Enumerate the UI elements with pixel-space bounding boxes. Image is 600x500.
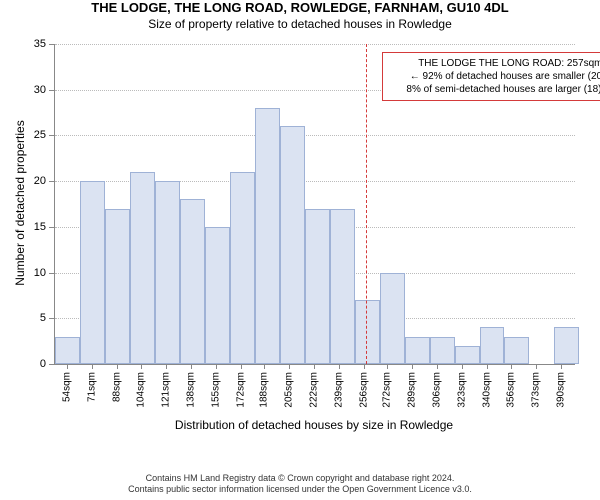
- x-tick-label: 88sqm: [112, 372, 123, 402]
- x-tick-mark: [141, 364, 142, 369]
- histogram-bar: [205, 227, 230, 364]
- x-tick-label: 172sqm: [235, 372, 246, 408]
- x-tick-label: 373sqm: [530, 372, 541, 408]
- x-tick-mark: [437, 364, 438, 369]
- y-tick-mark: [49, 181, 54, 182]
- x-tick-label: 272sqm: [382, 372, 393, 408]
- x-tick-mark: [241, 364, 242, 369]
- histogram-bar: [305, 209, 330, 364]
- reference-line: [366, 44, 367, 364]
- x-tick-mark: [264, 364, 265, 369]
- histogram-bar: [255, 108, 280, 364]
- histogram-bar: [280, 126, 305, 364]
- x-tick-mark: [364, 364, 365, 369]
- footer-line-2: Contains public sector information licen…: [0, 484, 600, 496]
- x-tick-label: 340sqm: [482, 372, 493, 408]
- x-tick-mark: [561, 364, 562, 369]
- x-tick-mark: [511, 364, 512, 369]
- gridline: [55, 44, 575, 45]
- y-tick-mark: [49, 318, 54, 319]
- histogram-bar: [230, 172, 255, 364]
- annotation-line: THE LODGE THE LONG ROAD: 257sqm: [389, 57, 600, 70]
- x-tick-label: 239sqm: [333, 372, 344, 408]
- histogram-bar: [504, 337, 529, 364]
- x-tick-label: 306sqm: [432, 372, 443, 408]
- x-tick-label: 256sqm: [358, 372, 369, 408]
- x-tick-label: 104sqm: [135, 372, 146, 408]
- x-tick-label: 222sqm: [309, 372, 320, 408]
- chart-container: THE LODGE THE LONG ROAD: 257sqm← 92% of …: [0, 38, 600, 433]
- chart-title-sub: Size of property relative to detached ho…: [0, 17, 600, 31]
- x-tick-label: 121sqm: [160, 372, 171, 408]
- histogram-bar: [554, 327, 579, 364]
- histogram-bar: [180, 199, 205, 364]
- x-tick-mark: [67, 364, 68, 369]
- x-tick-mark: [92, 364, 93, 369]
- annotation-line: ← 92% of detached houses are smaller (20…: [389, 70, 600, 83]
- x-tick-label: 54sqm: [62, 372, 73, 402]
- histogram-bar: [55, 337, 80, 364]
- x-tick-label: 205sqm: [284, 372, 295, 408]
- y-tick-mark: [49, 90, 54, 91]
- footer-attribution: Contains HM Land Registry data © Crown c…: [0, 473, 600, 496]
- annotation-line: 8% of semi-detached houses are larger (1…: [389, 83, 600, 96]
- x-axis-label: Distribution of detached houses by size …: [54, 418, 574, 432]
- histogram-bar: [455, 346, 480, 364]
- x-tick-label: 71sqm: [87, 372, 98, 402]
- histogram-bar: [430, 337, 455, 364]
- x-tick-label: 188sqm: [259, 372, 270, 408]
- histogram-bar: [380, 273, 405, 364]
- histogram-bar: [155, 181, 180, 364]
- histogram-bar: [330, 209, 355, 364]
- x-tick-mark: [289, 364, 290, 369]
- x-tick-mark: [387, 364, 388, 369]
- x-tick-label: 289sqm: [407, 372, 418, 408]
- x-tick-mark: [536, 364, 537, 369]
- histogram-bar: [405, 337, 430, 364]
- x-tick-mark: [487, 364, 488, 369]
- x-tick-label: 390sqm: [555, 372, 566, 408]
- x-tick-mark: [314, 364, 315, 369]
- y-tick-mark: [49, 364, 54, 365]
- x-tick-mark: [117, 364, 118, 369]
- histogram-bar: [80, 181, 105, 364]
- y-axis-label: Number of detached properties: [13, 43, 27, 363]
- chart-title-main: THE LODGE, THE LONG ROAD, ROWLEDGE, FARN…: [0, 0, 600, 15]
- y-tick-mark: [49, 227, 54, 228]
- x-tick-mark: [412, 364, 413, 369]
- annotation-box: THE LODGE THE LONG ROAD: 257sqm← 92% of …: [382, 52, 600, 101]
- x-tick-label: 356sqm: [505, 372, 516, 408]
- x-tick-label: 155sqm: [210, 372, 221, 408]
- x-tick-mark: [166, 364, 167, 369]
- x-tick-label: 323sqm: [457, 372, 468, 408]
- y-tick-mark: [49, 44, 54, 45]
- y-tick-mark: [49, 135, 54, 136]
- histogram-bar: [480, 327, 505, 364]
- x-tick-mark: [462, 364, 463, 369]
- x-tick-mark: [191, 364, 192, 369]
- x-tick-mark: [216, 364, 217, 369]
- histogram-bar: [105, 209, 130, 364]
- histogram-bar: [130, 172, 155, 364]
- plot-area: THE LODGE THE LONG ROAD: 257sqm← 92% of …: [54, 44, 575, 365]
- footer-line-1: Contains HM Land Registry data © Crown c…: [0, 473, 600, 485]
- x-tick-label: 138sqm: [185, 372, 196, 408]
- x-tick-mark: [339, 364, 340, 369]
- gridline: [55, 135, 575, 136]
- y-tick-mark: [49, 273, 54, 274]
